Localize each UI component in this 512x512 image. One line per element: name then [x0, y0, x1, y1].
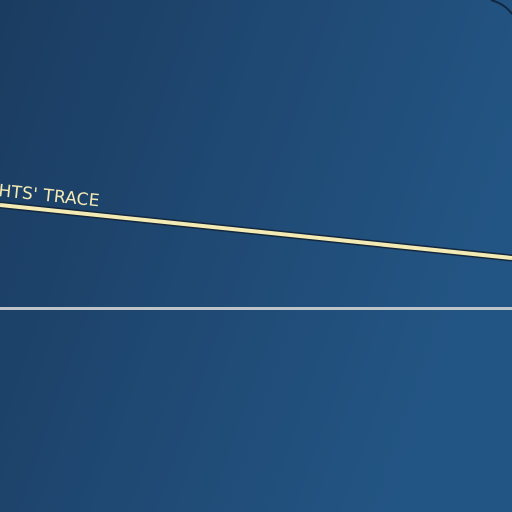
map-tile[interactable]: HTS' TRACE — [0, 0, 512, 512]
map-canvas[interactable]: HTS' TRACE — [0, 0, 512, 512]
water-area — [0, 0, 512, 512]
